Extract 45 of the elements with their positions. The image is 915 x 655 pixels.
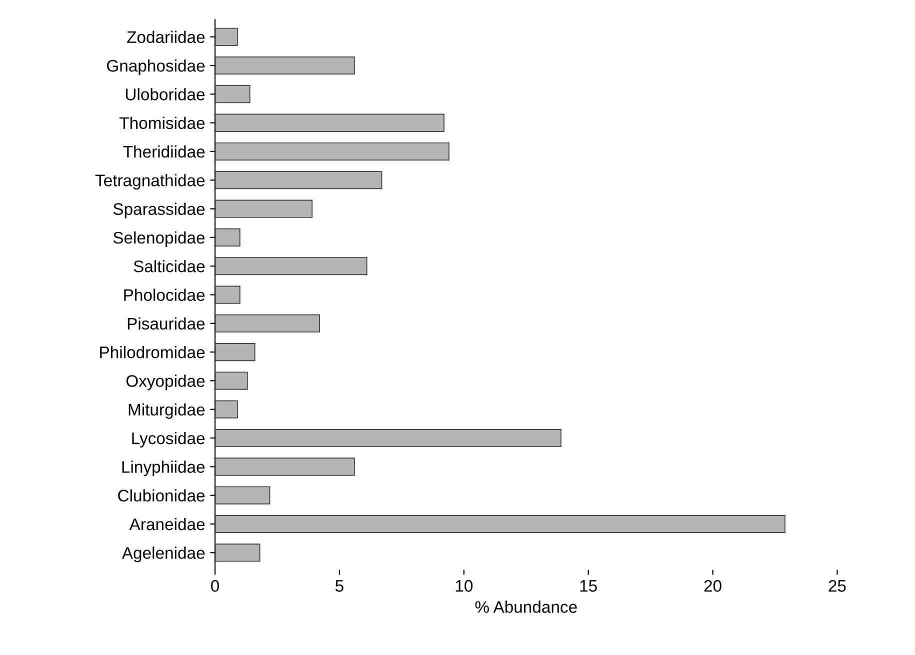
x-tick-label: 20	[704, 580, 722, 592]
y-tick-label: Oxyopidae	[126, 374, 205, 390]
y-tick-label: Philodromidae	[100, 346, 205, 358]
y-tick-label: Linyphiidae	[122, 460, 205, 476]
x-tick-label: 10	[456, 580, 473, 592]
bar	[215, 400, 238, 418]
y-tick-label: Miturgidae	[128, 403, 205, 419]
bar	[215, 544, 260, 562]
bar	[215, 514, 786, 534]
x-tick-label: 0	[211, 580, 220, 592]
bar	[215, 372, 248, 390]
y-tick-label: Salticidae	[134, 260, 205, 272]
y-tick-label: Theridiidae	[123, 145, 205, 158]
y-tick-label: Thomisidae	[120, 116, 205, 130]
y-tick-label: Gnaphosidae	[106, 59, 205, 75]
bar	[215, 56, 355, 75]
y-tick-label: Araneidae	[129, 518, 205, 530]
bar	[215, 85, 250, 104]
y-tick-label: Pholocidae	[124, 288, 205, 301]
bar	[215, 458, 355, 476]
y-tick-label: Lycosidae	[132, 432, 205, 448]
y-tick-label: Selenopidae	[113, 231, 205, 247]
y-tick-label: Tetragnathidae	[95, 174, 205, 190]
bar	[215, 343, 256, 362]
bar	[215, 429, 562, 448]
bar	[215, 486, 270, 504]
x-tick-label: 15	[580, 580, 597, 592]
bar	[215, 286, 240, 304]
bar	[215, 200, 313, 218]
x-tick-label: 25	[828, 580, 846, 592]
x-axis-title: % Abundance	[475, 600, 577, 613]
y-tick-label: Sparassidae	[113, 202, 205, 218]
bar	[215, 114, 444, 132]
bar	[215, 257, 368, 276]
y-tick-label: Clubionidae	[118, 489, 205, 502]
bar	[215, 171, 382, 190]
y-tick-label: Agelenidae	[122, 546, 205, 562]
y-tick-label: Uloboridae	[126, 88, 205, 100]
bar	[215, 142, 450, 160]
bar	[215, 314, 320, 332]
bar	[215, 228, 240, 246]
y-tick-label: Zodariidae	[127, 30, 205, 44]
x-tick-label: 5	[336, 580, 344, 592]
y-tick-label: Pisauridae	[128, 317, 205, 330]
bar	[215, 28, 238, 46]
